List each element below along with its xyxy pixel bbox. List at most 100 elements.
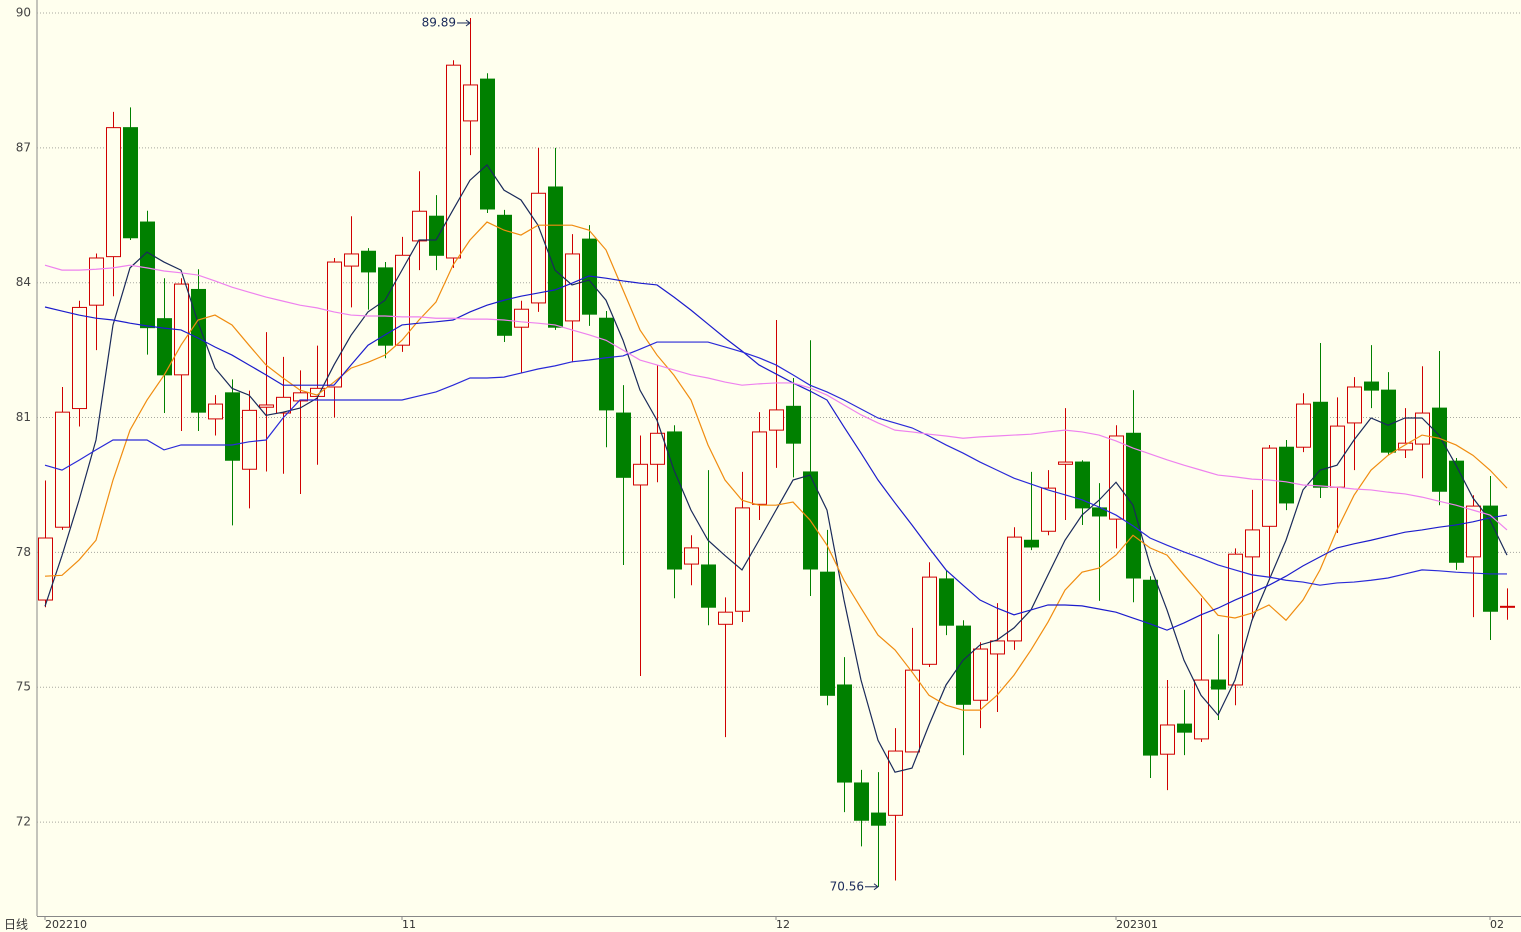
candle-body <box>480 78 495 210</box>
candle-body <box>1313 401 1328 488</box>
candle-body <box>684 547 699 565</box>
candle-body <box>38 537 53 601</box>
candle-body <box>1262 447 1277 527</box>
candle-body <box>769 409 784 431</box>
candle-body <box>191 288 206 413</box>
candle-body <box>497 214 512 336</box>
candle-body <box>276 396 291 414</box>
y-tick-label: 72 <box>16 815 31 829</box>
extreme-arrow-head <box>873 883 879 891</box>
candle-body <box>344 253 359 267</box>
x-tick-label: 02 <box>1490 918 1504 931</box>
candle-body <box>973 648 988 701</box>
candle-body <box>225 392 240 461</box>
candle-body <box>1432 407 1447 492</box>
y-tick-label: 81 <box>16 410 31 424</box>
x-tick-label: 11 <box>402 918 416 931</box>
candle-body <box>242 409 257 470</box>
candle-body <box>820 571 835 696</box>
period-label: 日线 <box>4 918 28 932</box>
candle-body <box>1228 553 1243 686</box>
candle-body <box>1449 460 1464 563</box>
extreme-arrow-head <box>465 19 471 27</box>
candle-body <box>667 431 682 570</box>
candle-body <box>259 404 274 408</box>
candle-body <box>1143 579 1158 756</box>
candle-body <box>650 432 665 465</box>
y-tick-label: 90 <box>16 6 31 20</box>
candle-body <box>633 463 648 486</box>
candle-body <box>888 750 903 816</box>
candle-body <box>701 564 716 608</box>
candle-body <box>463 84 478 122</box>
candle-body <box>1483 505 1498 612</box>
candle-body <box>361 250 376 273</box>
candle-body <box>106 127 121 258</box>
extreme-label: 70.56 <box>830 879 864 893</box>
candle-body <box>752 431 767 505</box>
candle-body <box>378 267 393 346</box>
candle-body <box>1296 403 1311 448</box>
candle-body <box>837 684 852 783</box>
candle-body <box>1177 723 1192 733</box>
candle-body <box>871 812 886 826</box>
candle-body <box>1398 442 1413 451</box>
candle-body <box>1024 539 1039 548</box>
moving-average <box>44 164 1508 773</box>
candle-body <box>1041 487 1056 532</box>
extreme-label: 89.89 <box>422 15 456 29</box>
y-tick-label: 75 <box>16 680 31 694</box>
candle-body <box>922 576 937 665</box>
candle-body <box>89 257 104 306</box>
candle-body <box>990 640 1005 655</box>
candle-body <box>599 317 614 411</box>
candle-body <box>1347 386 1362 424</box>
y-tick-label: 87 <box>16 140 31 154</box>
candle-body <box>412 210 427 242</box>
candle-body <box>854 782 869 821</box>
candle-body <box>1381 389 1396 453</box>
candle-body <box>123 127 138 239</box>
candle-body <box>939 578 954 626</box>
candle-body <box>531 192 546 304</box>
candle-body <box>1007 536 1022 642</box>
candle-body <box>1245 529 1260 558</box>
candle-body <box>395 254 410 346</box>
x-tick-label: 202210 <box>45 918 87 931</box>
y-tick-label: 84 <box>16 275 31 289</box>
candle-body <box>327 261 342 388</box>
candle-body <box>208 403 223 420</box>
moving-average <box>44 341 1507 586</box>
candle-body <box>429 215 444 256</box>
candle-body <box>1364 381 1379 391</box>
y-tick-label: 78 <box>16 545 31 559</box>
candle-body <box>1058 461 1073 465</box>
candle-body <box>718 611 733 625</box>
candle-body <box>140 221 155 329</box>
candle-body <box>1109 435 1124 520</box>
candle-body <box>786 405 801 444</box>
candle-body <box>548 186 563 328</box>
candle-body <box>293 392 308 402</box>
candle-body <box>1075 461 1090 509</box>
candle-body <box>1279 446 1294 504</box>
candle-body <box>905 669 920 753</box>
x-tick-label: 12 <box>776 918 790 931</box>
candle-body <box>514 308 529 328</box>
candle-body <box>1466 505 1481 558</box>
candle-body <box>1211 679 1226 690</box>
moving-average <box>44 221 1508 711</box>
candle-body <box>1500 605 1515 608</box>
candle-body <box>72 306 87 410</box>
x-tick-label: 202301 <box>1116 918 1158 931</box>
candle-body <box>1160 724 1175 755</box>
moving-average <box>44 264 1508 531</box>
candle-body <box>446 64 461 259</box>
candle-body <box>735 507 750 612</box>
candle-body <box>1194 679 1209 740</box>
candle-body <box>956 625 971 705</box>
candle-body <box>616 412 631 478</box>
candle-body <box>565 253 580 322</box>
